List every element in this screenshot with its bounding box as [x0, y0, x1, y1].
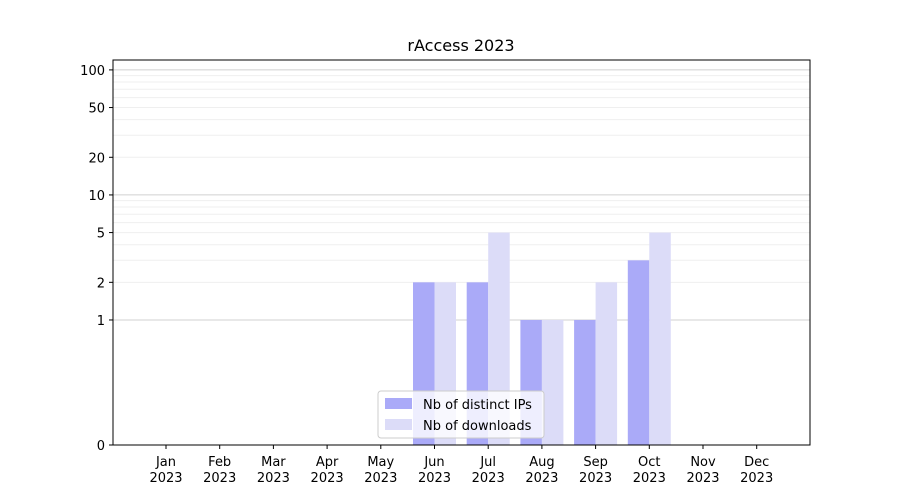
bar-downloads	[541, 319, 564, 445]
legend-label-ips: Nb of distinct IPs	[423, 398, 532, 413]
y-tick-label: 50	[88, 102, 105, 117]
x-tick-label-month: Jan	[155, 455, 176, 470]
x-tick-label-month: May	[367, 455, 394, 470]
y-tick-label: 5	[97, 227, 105, 242]
x-tick-label-month: Oct	[638, 455, 660, 470]
x-tick-label-year: 2023	[257, 471, 290, 486]
legend-label-downloads: Nb of downloads	[423, 419, 532, 434]
x-tick-label-month: Feb	[208, 455, 231, 470]
y-tick-label: 100	[80, 64, 105, 79]
x-tick-label-year: 2023	[525, 471, 558, 486]
x-tick-label-year: 2023	[149, 471, 182, 486]
x-tick-label-year: 2023	[633, 471, 666, 486]
x-tick-label-year: 2023	[472, 471, 505, 486]
x-tick-label-year: 2023	[311, 471, 344, 486]
x-tick-label-month: Aug	[529, 455, 554, 470]
bar-distinct-ips	[574, 319, 596, 445]
chart-title: rAccess 2023	[407, 36, 514, 55]
x-tick-label-month: Apr	[316, 455, 339, 470]
y-tick-label: 2	[97, 276, 105, 291]
x-tick-label-month: Dec	[744, 455, 769, 470]
legend-swatch-downloads	[385, 419, 412, 430]
x-tick-label-month: Sep	[583, 455, 608, 470]
x-tick-label-year: 2023	[418, 471, 451, 486]
x-tick-label-month: Mar	[261, 455, 286, 470]
y-axis: 0 1 2 5 10 20 50 100	[80, 64, 113, 454]
legend-swatch-ips	[385, 398, 412, 409]
x-tick-label-month: Jun	[423, 455, 444, 470]
bar-distinct-ips	[627, 260, 650, 445]
x-axis: Jan2023Feb2023Mar2023Apr2023May2023Jun20…	[149, 445, 773, 486]
x-tick-label-month: Jul	[479, 455, 496, 470]
x-tick-label-year: 2023	[203, 471, 236, 486]
legend: Nb of distinct IPs Nb of downloads	[377, 390, 545, 439]
x-tick-label-year: 2023	[579, 471, 612, 486]
x-tick-label-year: 2023	[364, 471, 397, 486]
legend-box	[377, 390, 545, 439]
x-tick-label-year: 2023	[686, 471, 719, 486]
y-tick-label: 1	[97, 314, 105, 329]
x-tick-label-year: 2023	[740, 471, 773, 486]
plot-frame	[112, 59, 811, 446]
bar-downloads	[649, 232, 671, 445]
y-tick-label: 10	[88, 189, 105, 204]
bar-downloads	[595, 282, 618, 445]
y-tick-label: 20	[88, 151, 105, 166]
y-tick-label: 0	[97, 439, 105, 454]
x-tick-label-month: Nov	[690, 455, 716, 470]
gridlines	[113, 69, 810, 321]
